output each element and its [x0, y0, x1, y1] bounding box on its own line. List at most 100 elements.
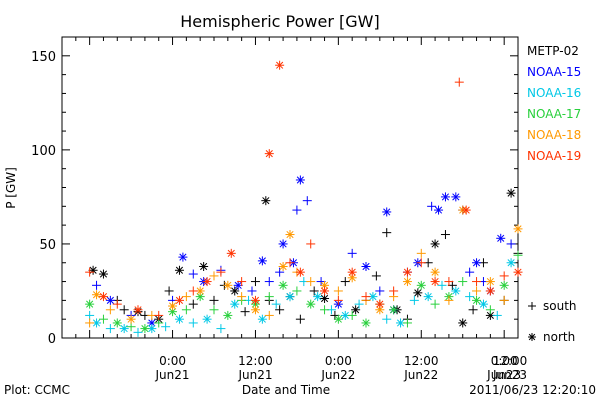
data-point-noaa-16-north: [230, 299, 240, 309]
data-point-noaa-19-south: [154, 310, 164, 320]
data-point-noaa-17-north: [361, 318, 371, 328]
data-point-noaa-18-south: [416, 248, 426, 258]
data-point-noaa-17-south: [513, 250, 523, 260]
data-point-noaa-19-north: [174, 295, 184, 305]
data-point-noaa-19-north: [250, 295, 260, 305]
data-point-noaa-15-north: [278, 239, 288, 249]
data-point-noaa-19-north: [320, 286, 330, 296]
data-point-noaa-18-south: [306, 277, 316, 287]
data-point-noaa-16-south: [105, 324, 115, 334]
data-point-noaa-19-north: [133, 305, 143, 315]
data-point-noaa-19-north: [347, 267, 357, 277]
data-point-noaa-19-north: [295, 267, 305, 277]
x-tick-label: 12:00: [493, 354, 528, 368]
legend: METP-02 NOAA-15 NOAA-16 NOAA-17 NOAA-18 NOAA-…: [527, 44, 581, 344]
data-point-noaa-17-south: [154, 318, 164, 328]
data-point-metp-02-north: [430, 239, 440, 249]
data-point-noaa-17-south: [126, 322, 136, 332]
data-point-metp-02-north: [261, 196, 271, 206]
data-point-noaa-19-south: [361, 292, 371, 302]
data-point-noaa-16-north: [451, 286, 461, 296]
data-point-noaa-18-south: [237, 292, 247, 302]
data-point-noaa-19-south: [499, 271, 509, 281]
data-point-noaa-18-north: [485, 277, 495, 287]
data-point-noaa-15-north: [295, 175, 305, 185]
data-point-noaa-19-north: [513, 267, 523, 277]
legend-entry-noaa-15: NOAA-15: [527, 65, 581, 79]
plot-credit: Plot: CCMC: [4, 383, 70, 397]
x-tick-label: 0:00: [325, 354, 352, 368]
data-point-metp-02-south: [240, 307, 250, 317]
data-point-noaa-18-north: [250, 305, 260, 315]
legend-symbol-label: north: [543, 330, 575, 344]
data-point-noaa-16-south: [271, 299, 281, 309]
data-point-noaa-16-north: [506, 258, 516, 268]
data-point-noaa-16-south: [133, 327, 143, 337]
data-point-noaa-19-south: [237, 277, 247, 287]
data-point-noaa-16-north: [423, 292, 433, 302]
data-point-noaa-19-south: [85, 267, 95, 277]
x-tick-date: Jun22: [403, 368, 438, 382]
legend-symbol-label: south: [543, 299, 577, 313]
x-tick-label: 0:00: [491, 354, 518, 368]
data-point-metp-02-south: [382, 228, 392, 238]
data-point-noaa-16-south: [437, 280, 447, 290]
data-point-noaa-15-north: [496, 233, 506, 243]
data-point-noaa-16-north: [119, 324, 129, 334]
x-tick-date: Jun21: [155, 368, 190, 382]
data-point-metp-02-north: [413, 288, 423, 298]
data-point-noaa-16-north: [478, 299, 488, 309]
data-point-noaa-15-north: [105, 295, 115, 305]
data-point-noaa-19-south: [188, 286, 198, 296]
data-point-noaa-18-south: [105, 305, 115, 315]
data-point-noaa-19-south: [306, 239, 316, 249]
x-tick-date: Jun23: [486, 368, 521, 382]
data-point-noaa-15-north: [361, 262, 371, 272]
data-point-metp-02-south: [119, 305, 129, 315]
x-tick-label: 0:00: [159, 354, 186, 368]
data-point-noaa-17-south: [181, 305, 191, 315]
x-axis: 0:00Jun2112:00Jun210:00Jun2212:00Jun220:…: [75, 37, 528, 382]
data-point-noaa-19-south: [112, 299, 122, 309]
data-point-metp-02-north: [351, 305, 361, 315]
data-point-noaa-19-south: [472, 277, 482, 287]
data-point-noaa-17-north: [389, 305, 399, 315]
y-tick-label: 50: [39, 238, 56, 253]
data-point-noaa-19-north: [402, 267, 412, 277]
data-point-noaa-17-north: [306, 299, 316, 309]
data-point-noaa-18-south: [499, 295, 509, 305]
data-point-noaa-17-north: [223, 310, 233, 320]
data-point-noaa-15-south: [465, 267, 475, 277]
data-point-noaa-16-north: [285, 292, 295, 302]
data-point-metp-02-south: [275, 305, 285, 315]
data-point-noaa-19-south: [333, 295, 343, 305]
data-point-metp-02-south: [340, 277, 350, 287]
data-point-noaa-16-south: [188, 318, 198, 328]
data-point-noaa-16-south: [216, 324, 226, 334]
data-point-noaa-18-north: [223, 280, 233, 290]
data-point-noaa-17-south: [402, 318, 412, 328]
data-point-noaa-15-north: [233, 280, 243, 290]
legend-entry-noaa-17: NOAA-17: [527, 107, 581, 121]
data-point-noaa-17-south: [485, 305, 495, 315]
data-point-noaa-16-north: [257, 314, 267, 324]
legend-entry-noaa-19: NOAA-19: [527, 149, 581, 163]
data-point-noaa-18-south: [264, 310, 274, 320]
data-point-noaa-18-north: [430, 267, 440, 277]
data-point-metp-02-north: [458, 318, 468, 328]
data-point-noaa-16-south: [465, 292, 475, 302]
legend-symbol-south: [528, 302, 536, 310]
data-point-noaa-17-south: [347, 310, 357, 320]
data-point-noaa-15-north: [451, 192, 461, 202]
data-point-noaa-16-north: [340, 310, 350, 320]
data-point-metp-02-south: [440, 230, 450, 240]
data-point-noaa-15-south: [92, 280, 102, 290]
x-tick-label: 12:00: [404, 354, 439, 368]
data-point-noaa-19-north: [430, 277, 440, 287]
data-point-noaa-15-south: [275, 267, 285, 277]
chart-title: Hemispheric Power [GW]: [180, 12, 379, 31]
data-point-noaa-19-north: [461, 205, 471, 215]
data-point-noaa-15-south: [264, 277, 274, 287]
data-point-metp-02-north: [174, 265, 184, 275]
